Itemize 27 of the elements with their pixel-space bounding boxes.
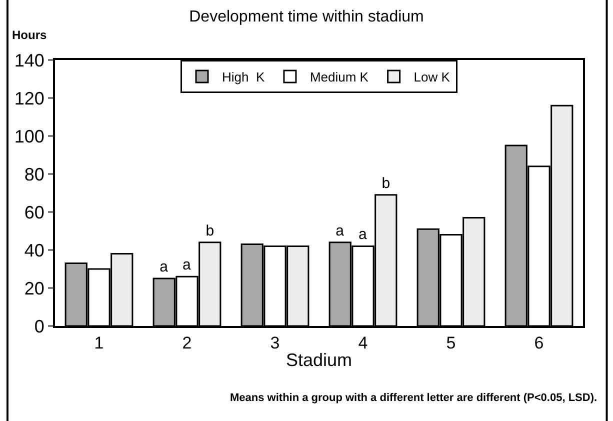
x-tick-label: 6 <box>534 333 544 352</box>
y-tick-label: 40 <box>24 240 44 260</box>
text: Means within a group with a different letter are different (P<0.05, LSD). <box>230 392 598 404</box>
data-label: b <box>382 174 390 192</box>
chart-title: Development time within stadium <box>189 8 424 26</box>
y-axis-title: Hours <box>12 28 47 42</box>
data-label: a <box>182 256 192 274</box>
x-tick-label: 2 <box>182 333 192 352</box>
y-tick-label: 20 <box>24 278 44 298</box>
x-tick-label: 3 <box>270 333 280 352</box>
data-label: b <box>206 222 214 240</box>
y-tick-label: 60 <box>24 202 44 222</box>
x-tick-label: 1 <box>94 333 104 352</box>
x-tick-label: 5 <box>446 333 456 352</box>
legend-label: Medium K <box>310 70 369 85</box>
data-label: a <box>336 222 345 240</box>
x-axis-title: Stadium <box>286 350 352 370</box>
x-tick-label: 4 <box>358 333 368 352</box>
y-tick-label: 120 <box>14 88 44 108</box>
y-tick-label: 80 <box>24 164 44 184</box>
legend-label: Low K <box>414 70 450 85</box>
y-tick-label: 140 <box>14 50 44 70</box>
legend-label: High K <box>222 70 265 85</box>
y-tick-label: 100 <box>14 126 44 146</box>
y-tick-label: 0 <box>34 316 44 336</box>
data-label: a <box>160 258 169 276</box>
data-label: a <box>358 226 368 244</box>
